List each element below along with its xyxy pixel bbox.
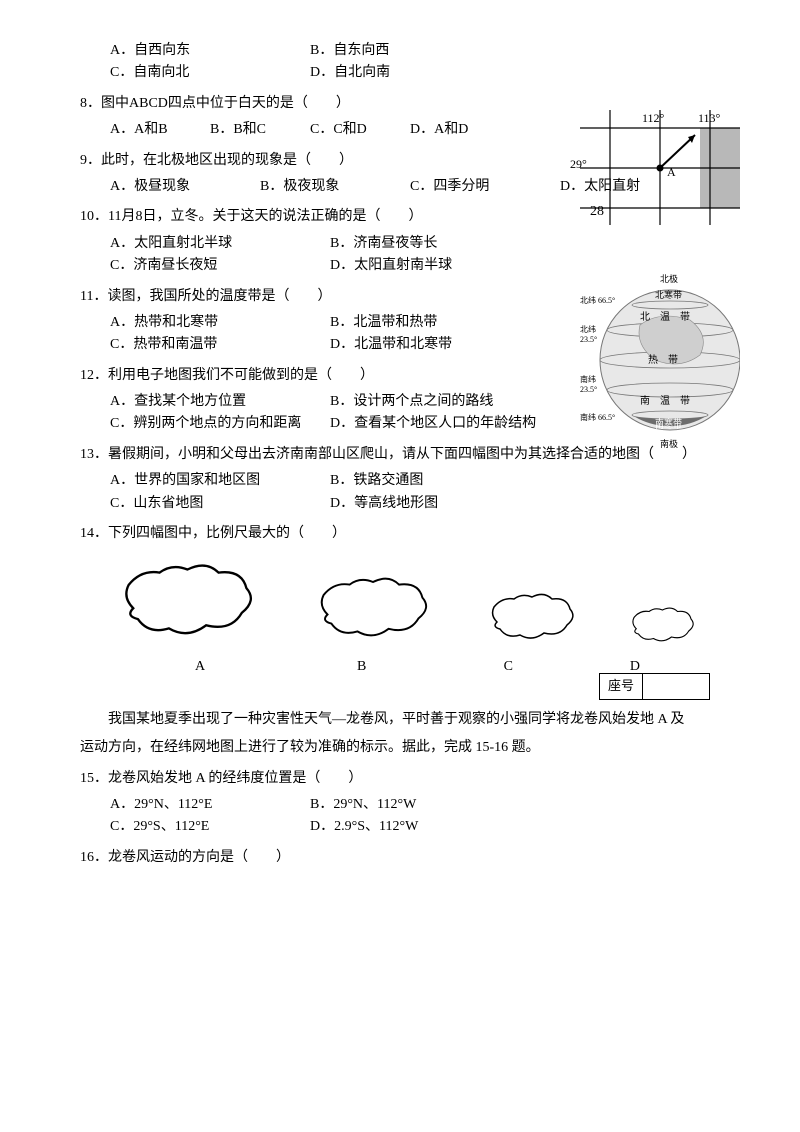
- q13: 13．暑假期间，小明和父母出去济南南部山区爬山，请从下面四幅图中为其选择合适的地…: [80, 444, 720, 515]
- q7-opt-c: C．自南向北: [110, 62, 310, 84]
- q10-opt-d: D．太阳直射南半球: [330, 255, 452, 277]
- map-c: [482, 586, 582, 648]
- q12-opt-d: D．查看某个地区人口的年龄结构: [330, 413, 536, 435]
- q7-opt-d: D．自北向南: [310, 62, 390, 84]
- globe-lat235s-b: 23.5°: [580, 385, 597, 394]
- q11-opt-c: C．热带和南温带: [110, 334, 330, 356]
- q13-opt-d: D．等高线地形图: [330, 493, 438, 515]
- globe-zoneNT: 北 温 带: [640, 311, 690, 323]
- map-label-c: C: [453, 656, 563, 678]
- passage-line1: 我国某地夏季出现了一种灾害性天气—龙卷风，平时善于观察的小强同学将龙卷风始发地 …: [80, 709, 720, 731]
- q13-opt-a: A．世界的国家和地区图: [110, 470, 330, 492]
- globe-bottom: 南极: [660, 438, 678, 449]
- q9-opt-b: B．极夜现象: [260, 176, 410, 198]
- globe-zoneST: 南 温 带: [640, 394, 690, 407]
- globe-figure: 北极 南极 北纬 66.5° 北纬 23.5° 南纬 23.5° 南纬 66.5…: [580, 270, 740, 440]
- globe-zoneS2: 南寒带: [655, 417, 682, 428]
- q8-opt-c: C．C和D: [310, 119, 390, 141]
- map-b: [308, 568, 438, 648]
- grid-figure: 112° 113° 29° 28 A: [570, 110, 740, 230]
- grid-lat2: 28: [590, 204, 604, 219]
- q10-opt-a: A．太阳直射北半球: [110, 233, 330, 255]
- q14-stem: 14．下列四幅图中，比例尺最大的（ ）: [80, 523, 720, 545]
- q7-opt-b: B．自东向西: [310, 40, 389, 62]
- q10-opt-b: B．济南昼夜等长: [330, 233, 437, 255]
- q16-stem: 16．龙卷风运动的方向是（ ）: [80, 847, 720, 869]
- q15-opt-d: D．2.9°S、112°W: [310, 816, 418, 838]
- q13-opt-b: B．铁路交通图: [330, 470, 423, 492]
- seat-value: [643, 674, 709, 699]
- q11-opt-d: D．北温带和北寒带: [330, 334, 452, 356]
- q11-opt-b: B．北温带和热带: [330, 312, 437, 334]
- q15: 15．龙卷风始发地 A 的经纬度位置是（ ） A．29°N、112°E B．29…: [80, 768, 720, 839]
- q14: 14．下列四幅图中，比例尺最大的（ ） A B C D 座号: [80, 523, 720, 679]
- seat-label: 座号: [600, 674, 643, 699]
- grid-lat1: 29°: [570, 157, 587, 171]
- q13-opt-c: C．山东省地图: [110, 493, 330, 515]
- globe-lat665s: 南纬 66.5°: [580, 412, 615, 422]
- q15-stem: 15．龙卷风始发地 A 的经纬度位置是（ ）: [80, 768, 720, 790]
- globe-lat235n-a: 北纬: [580, 324, 596, 334]
- q10-opt-c: C．济南昼长夜短: [110, 255, 330, 277]
- q12-opt-b: B．设计两个点之间的路线: [330, 391, 493, 413]
- q15-opt-a: A．29°N、112°E: [110, 794, 310, 816]
- globe-lat235s-a: 南纬: [580, 374, 596, 384]
- q8-opt-d: D．A和D: [410, 119, 490, 141]
- q9-opt-c: C．四季分明: [410, 176, 560, 198]
- map-label-b: B: [297, 656, 427, 678]
- q7-opt-a: A．自西向东: [110, 40, 310, 62]
- q7-options: A．自西向东 B．自东向西 C．自南向北 D．自北向南: [80, 40, 720, 85]
- q16: 16．龙卷风运动的方向是（ ）: [80, 847, 720, 869]
- q11-opt-a: A．热带和北寒带: [110, 312, 330, 334]
- globe-zoneN: 北寒带: [655, 289, 682, 300]
- grid-lon1: 112°: [642, 111, 665, 125]
- globe-zoneT: 热 带: [648, 353, 678, 366]
- globe-lat665n: 北纬 66.5°: [580, 295, 615, 305]
- globe-top: 北极: [660, 273, 678, 284]
- q9-opt-a: A．极昼现象: [110, 176, 260, 198]
- map-a: [110, 553, 265, 648]
- map-labels: A B C D: [130, 656, 680, 678]
- q8-opt-a: A．A和B: [110, 119, 190, 141]
- seat-box: 座号: [599, 673, 710, 700]
- q15-opt-c: C．29°S、112°E: [110, 816, 310, 838]
- map-d: [625, 602, 700, 648]
- grid-lon2: 113°: [698, 111, 721, 125]
- q15-opt-b: B．29°N、112°W: [310, 794, 416, 816]
- q12-opt-c: C．辨别两个地点的方向和距离: [110, 413, 330, 435]
- grid-ptA: A: [667, 165, 676, 179]
- map-row: [110, 553, 700, 648]
- q12-opt-a: A．查找某个地方位置: [110, 391, 330, 413]
- map-label-a: A: [130, 656, 270, 678]
- q8-opt-b: B．B和C: [210, 119, 290, 141]
- passage-line2: 运动方向，在经纬网地图上进行了较为准确的标示。据此，完成 15-16 题。: [80, 737, 720, 759]
- globe-lat235n-b: 23.5°: [580, 335, 597, 344]
